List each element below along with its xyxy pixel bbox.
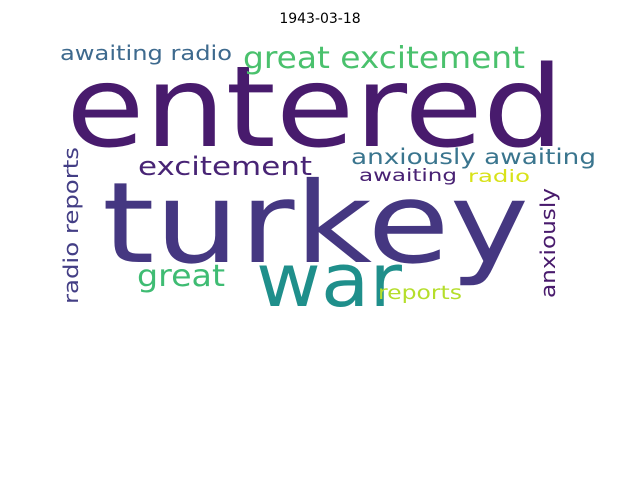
word-reports: reports: [378, 282, 462, 304]
word-war: war: [256, 238, 403, 324]
chart-title: 1943-03-18: [279, 11, 361, 27]
word-radio-reports: radio reports: [59, 147, 83, 304]
word-radio: radio: [468, 167, 530, 187]
word-anxiously-awaiting: anxiously awaiting: [351, 145, 596, 169]
word-anxiously: anxiously: [536, 188, 560, 298]
word-entered: entered: [66, 43, 564, 173]
word-turkey: turkey: [102, 159, 529, 289]
word-excitement: excitement: [138, 152, 312, 182]
word-great: great: [137, 259, 225, 294]
word-awaiting: awaiting: [359, 166, 457, 186]
word-awaiting-radio: awaiting radio: [60, 41, 232, 65]
word-great-excitement: great excitement: [243, 41, 525, 76]
